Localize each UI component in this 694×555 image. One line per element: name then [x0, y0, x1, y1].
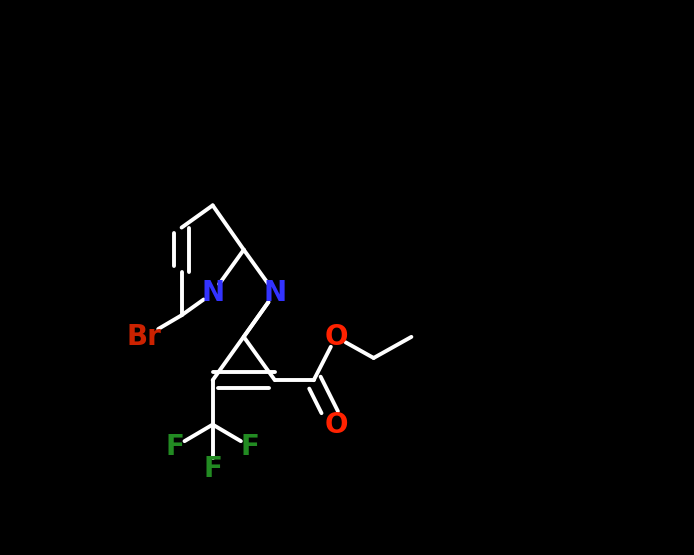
Text: N: N — [201, 279, 224, 307]
Text: F: F — [203, 455, 222, 483]
Text: F: F — [165, 433, 185, 461]
Text: O: O — [324, 411, 348, 438]
Text: Br: Br — [126, 324, 161, 351]
Text: N: N — [263, 279, 287, 307]
Text: O: O — [324, 323, 348, 351]
Text: F: F — [241, 433, 260, 461]
